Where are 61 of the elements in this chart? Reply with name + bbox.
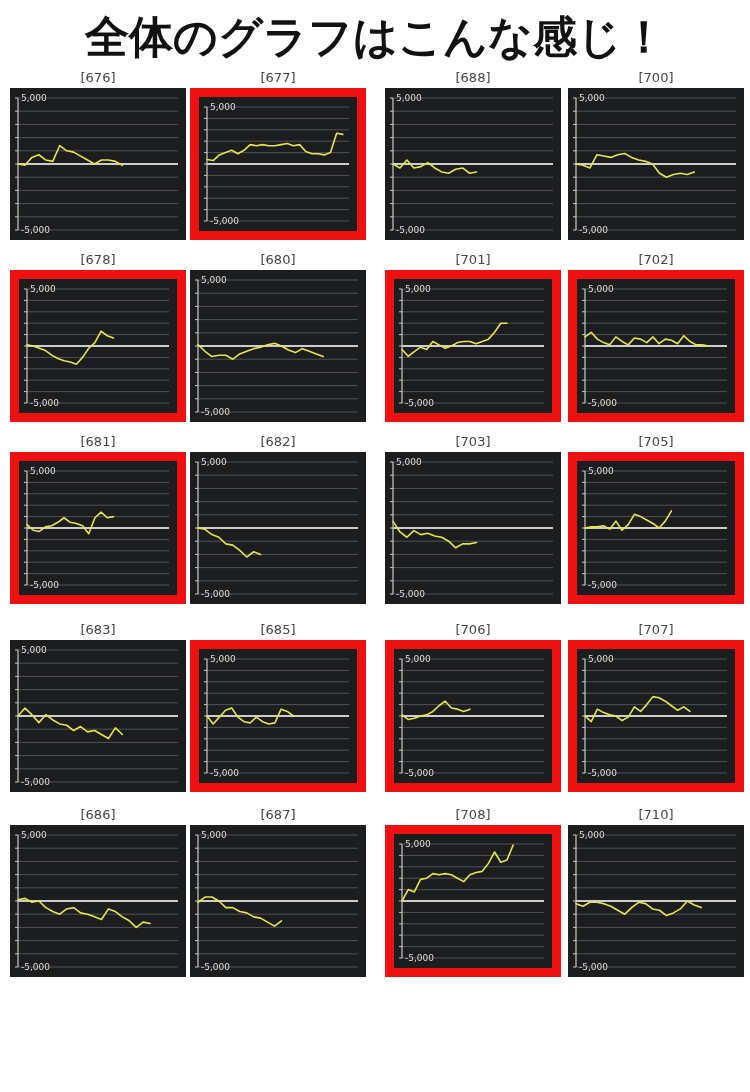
chart-title: [702] — [638, 252, 674, 267]
chart-title: [687] — [260, 807, 296, 822]
y-tick-label: -5,000 — [201, 589, 231, 599]
y-tick-label: 5,000 — [21, 830, 48, 840]
chart-title: [677] — [260, 70, 296, 85]
chart-title: [700] — [638, 70, 674, 85]
y-tick-label: 5,000 — [405, 284, 432, 294]
y-tick-label: -5,000 — [396, 225, 426, 235]
chart-title: [678] — [80, 252, 116, 267]
chart-title: [681] — [80, 434, 116, 449]
y-tick-label: 5,000 — [21, 93, 48, 103]
chart-title: [682] — [260, 434, 296, 449]
chart-title: [685] — [260, 622, 296, 637]
y-tick-label: -5,000 — [21, 225, 51, 235]
y-tick-label: -5,000 — [210, 216, 240, 226]
y-tick-label: -5,000 — [588, 580, 618, 590]
chart-title: [683] — [80, 622, 116, 637]
y-tick-label: 5,000 — [588, 466, 615, 476]
y-tick-label: -5,000 — [405, 768, 435, 778]
y-tick-label: -5,000 — [201, 962, 231, 972]
chart-title: [703] — [455, 434, 491, 449]
y-tick-label: 5,000 — [588, 284, 615, 294]
y-tick-label: -5,000 — [21, 962, 51, 972]
y-tick-label: -5,000 — [201, 407, 231, 417]
chart-title: [710] — [638, 807, 674, 822]
y-tick-label: 5,000 — [396, 457, 423, 467]
y-tick-label: 5,000 — [579, 93, 606, 103]
y-tick-label: 5,000 — [579, 830, 606, 840]
chart-title: [680] — [260, 252, 296, 267]
y-tick-label: -5,000 — [588, 398, 618, 408]
y-tick-label: -5,000 — [405, 398, 435, 408]
y-tick-label: 5,000 — [405, 839, 432, 849]
y-tick-label: 5,000 — [201, 457, 228, 467]
y-tick-label: 5,000 — [30, 284, 57, 294]
chart-title: [708] — [455, 807, 491, 822]
y-tick-label: 5,000 — [201, 275, 228, 285]
y-tick-label: 5,000 — [405, 654, 432, 664]
chart-title: [686] — [80, 807, 116, 822]
y-tick-label: -5,000 — [405, 953, 435, 963]
y-tick-label: 5,000 — [210, 102, 237, 112]
y-tick-label: 5,000 — [396, 93, 423, 103]
chart-title: [676] — [80, 70, 116, 85]
y-tick-label: -5,000 — [579, 225, 609, 235]
chart-title: [707] — [638, 622, 674, 637]
chart-title: [688] — [455, 70, 491, 85]
chart-title: [705] — [638, 434, 674, 449]
text: 全体のグラフはこんな感じ！ — [83, 11, 666, 62]
y-tick-label: -5,000 — [30, 580, 60, 590]
chart-title: [701] — [455, 252, 491, 267]
y-tick-label: -5,000 — [21, 777, 51, 787]
chart-title: [706] — [455, 622, 491, 637]
y-tick-label: 5,000 — [588, 654, 615, 664]
y-tick-label: 5,000 — [21, 645, 48, 655]
y-tick-label: 5,000 — [201, 830, 228, 840]
y-tick-label: -5,000 — [579, 962, 609, 972]
y-tick-label: -5,000 — [588, 768, 618, 778]
y-tick-label: -5,000 — [30, 398, 60, 408]
y-tick-label: 5,000 — [30, 466, 57, 476]
y-tick-label: 5,000 — [210, 654, 237, 664]
y-tick-label: -5,000 — [210, 768, 240, 778]
y-tick-label: -5,000 — [396, 589, 426, 599]
